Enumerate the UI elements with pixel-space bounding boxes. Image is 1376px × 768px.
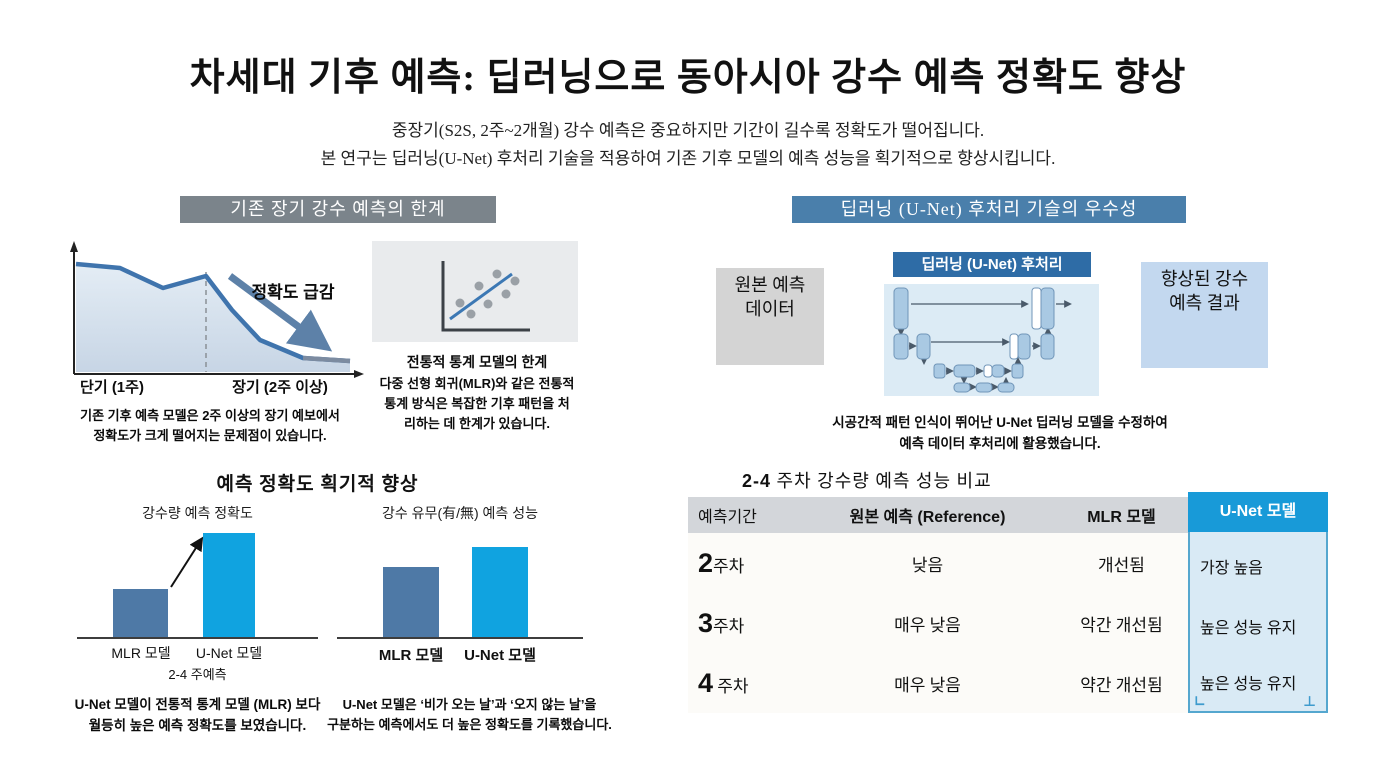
- scatter-caption: 전통적 통계 모델의 한계 다중 선형 회귀(MLR)와 같은 전통적 통계 방…: [379, 354, 575, 431]
- bar-unet-b: [472, 546, 528, 637]
- x-label-long-term: 장기 (2주 이상): [232, 378, 328, 396]
- scatter-plot-icon: [441, 261, 530, 332]
- accuracy-line: [75, 261, 351, 364]
- subtitle-line-2: 본 연구는 딥러닝(U-Net) 후처리 기술을 적용하여 기존 기후 모델의 …: [320, 149, 1056, 168]
- table-row: 4 주차 매우 낮음 약간 개선됨: [698, 667, 1163, 698]
- unet-column-body: 가장 높음 높은 성능 유지 높은 성능 유지 ∟ ⊥: [1188, 532, 1328, 713]
- chart-a-caption: U-Net 모델이 전통적 통계 모델 (MLR) 보다 월등히 높은 예측 정…: [74, 697, 321, 733]
- unet-process-label: 딥러닝 (U-Net) 후처리: [893, 252, 1091, 277]
- header-reference: 원본 예측 (Reference): [849, 509, 1006, 526]
- chart-a-plot: [75, 533, 320, 639]
- accuracy-area: [76, 264, 350, 372]
- unet-cell-week3: 높은 성능 유지: [1200, 620, 1297, 637]
- bar-unet-a: [203, 533, 255, 637]
- unet-architecture-diagram: [893, 287, 1072, 393]
- corner-mark-left: ∟: [1194, 694, 1206, 710]
- accuracy-decline-chart: 정확도 급감 단기 (1주) 장기 (2주 이상): [70, 241, 364, 396]
- rain-occurrence-bar-chart: 강수 유무(有/無) 예측 성능 MLR 모델 U-Net 모델: [335, 503, 585, 688]
- right-section-header: 딥러닝 (U-Net) 후처리 기슬의 우수성: [792, 196, 1186, 223]
- decline-arrow: [227, 273, 333, 352]
- unet-cell-week4: 높은 성능 유지: [1200, 676, 1297, 693]
- chart-a-title: 강수량 예측 정확도: [142, 505, 253, 521]
- scatter-dots: [455, 269, 520, 319]
- output-result-box: 향상된 강수 예측 결과: [1141, 262, 1268, 368]
- page-title: 차세대 기후 예측: 딥러닝으로 동아시아 강수 예측 정확도 향상: [189, 57, 1187, 99]
- input-data-box: 원본 예측 데이터: [716, 268, 824, 365]
- regression-line: [449, 272, 513, 321]
- scatter-illustration: [372, 241, 578, 342]
- decline-annotation: 정확도 급감: [252, 283, 335, 302]
- corner-mark-right: ⊥: [1303, 694, 1316, 710]
- chart-b-baseline: [337, 637, 583, 639]
- unet-cell-week2: 가장 높음: [1200, 560, 1263, 577]
- table-row: 3주차 매우 낮음 악간 개선됨: [698, 607, 1163, 638]
- table-body: 2주차 낮음 개선됨 3주차 매우 낮음 악간 개선됨 4 주차 매우 낮음 약…: [688, 533, 1188, 713]
- results-title: 예측 정확도 획기적 향상: [216, 474, 419, 495]
- left-section-header: 기존 장기 강수 예측의 한계: [180, 196, 496, 223]
- header-unet: U-Net 모델: [1188, 492, 1328, 532]
- linechart-caption: 기존 기후 예측 모델은 2주 이상의 장기 예보에서 정확도가 크게 떨어지는…: [80, 408, 340, 444]
- accuracy-line-tail: [302, 355, 351, 364]
- header-mlr: MLR 모델: [1087, 509, 1156, 526]
- x-label-short-term: 단기 (1주): [80, 379, 144, 396]
- chart-a-note: 2-4 주예측: [168, 667, 227, 682]
- unet-architecture-panel: [884, 284, 1099, 396]
- chart-b-plot: [335, 544, 585, 639]
- improvement-arrow: [170, 536, 204, 588]
- unet-caption: 시공간적 패턴 인식이 뛰어난 U-Net 딥러닝 모델을 수정하여 예측 데이…: [832, 415, 1168, 451]
- bar-mlr-b: [383, 567, 439, 637]
- chart-b-caption: U-Net 모델은 ‘비가 오는 날’과 ‘오지 않는 날’을 구분하는 예측에…: [327, 697, 612, 733]
- table-header-row: 예측기간 원본 예측 (Reference) MLR 모델: [688, 497, 1188, 533]
- comparison-table: 예측기간 원본 예측 (Reference) MLR 모델 2주차 낮음 개선됨…: [688, 497, 1188, 713]
- bar-mlr-a: [113, 589, 168, 637]
- table-title: 2-4 주차 강수량 예측 성능 비교: [742, 471, 992, 491]
- subtitle-line-1: 중장기(S2S, 2주~2개월) 강수 예측은 중요하지만 기간이 길수록 정확…: [391, 121, 985, 140]
- unet-highlight-column: U-Net 모델 가장 높음 높은 성능 유지 높은 성능 유지 ∟ ⊥: [1188, 492, 1328, 713]
- header-period: 예측기간: [698, 509, 757, 526]
- chart-b-title: 강수 유무(有/無) 예측 성능: [382, 505, 538, 521]
- table-row: 2주차 낮음 개선됨: [698, 547, 1145, 578]
- rain-amount-bar-chart: 강수량 예측 정확도 MLR 모델 U-Net 모델 2-4 주예측: [75, 503, 320, 688]
- chart-a-baseline: [77, 637, 318, 639]
